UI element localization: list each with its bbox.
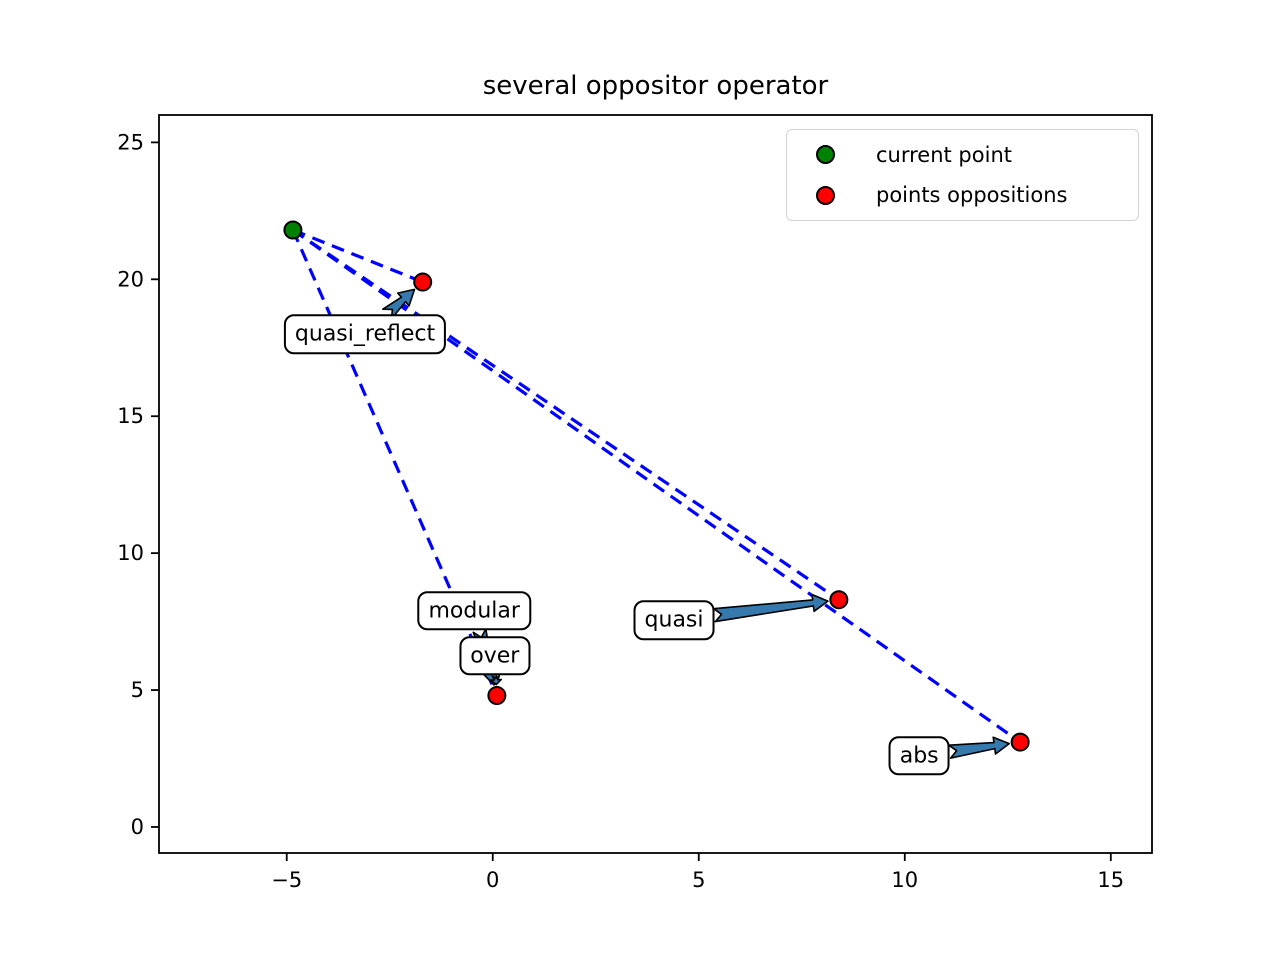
y-tick-label: 25 [117,130,144,154]
legend-row-current-point: current point [787,135,1138,175]
legend-label-points-oppositions: points oppositions [876,183,1068,208]
x-tick-label: 15 [1097,868,1124,892]
x-tick-label: 10 [891,868,918,892]
y-tick-label: 10 [117,541,144,565]
current-point-marker [283,220,303,240]
chart-title: several oppositor operator [482,71,829,101]
y-tick-label: 15 [117,404,144,428]
opposition-point-marker [829,590,849,610]
y-tick-label: 20 [117,267,144,291]
legend-label-current-point: current point [876,142,1012,167]
current-point-marker-icon [816,145,835,165]
annotation-label-abs: abs [888,736,950,776]
annotation-label-quasi-reflect: quasi_reflect [283,314,447,354]
opposition-point-marker [487,686,507,706]
legend-row-points-oppositions: points oppositions [787,175,1138,215]
opposition-point-marker [1010,732,1030,752]
x-tick-label: 5 [692,868,705,892]
annotation-label-over: over [459,636,531,676]
annotation-arrow [948,736,1010,759]
axes-spines [158,114,1153,854]
annotation-arrow [382,288,416,320]
opposition-point-marker [413,272,433,292]
connector-line [292,228,424,284]
annotation-arrow [712,593,829,623]
y-tick-label: 5 [131,678,144,702]
legend: current point points oppositions [786,129,1139,221]
x-tick-label: −5 [271,868,302,892]
opposition-point-marker-icon [816,185,835,205]
x-tick-label: 0 [486,868,499,892]
annotation-label-modular: modular [417,590,531,631]
annotation-label-quasi: quasi [633,600,715,640]
y-tick-label: 0 [131,815,144,839]
connector-line [292,228,840,602]
annotation-arrow [490,674,503,686]
